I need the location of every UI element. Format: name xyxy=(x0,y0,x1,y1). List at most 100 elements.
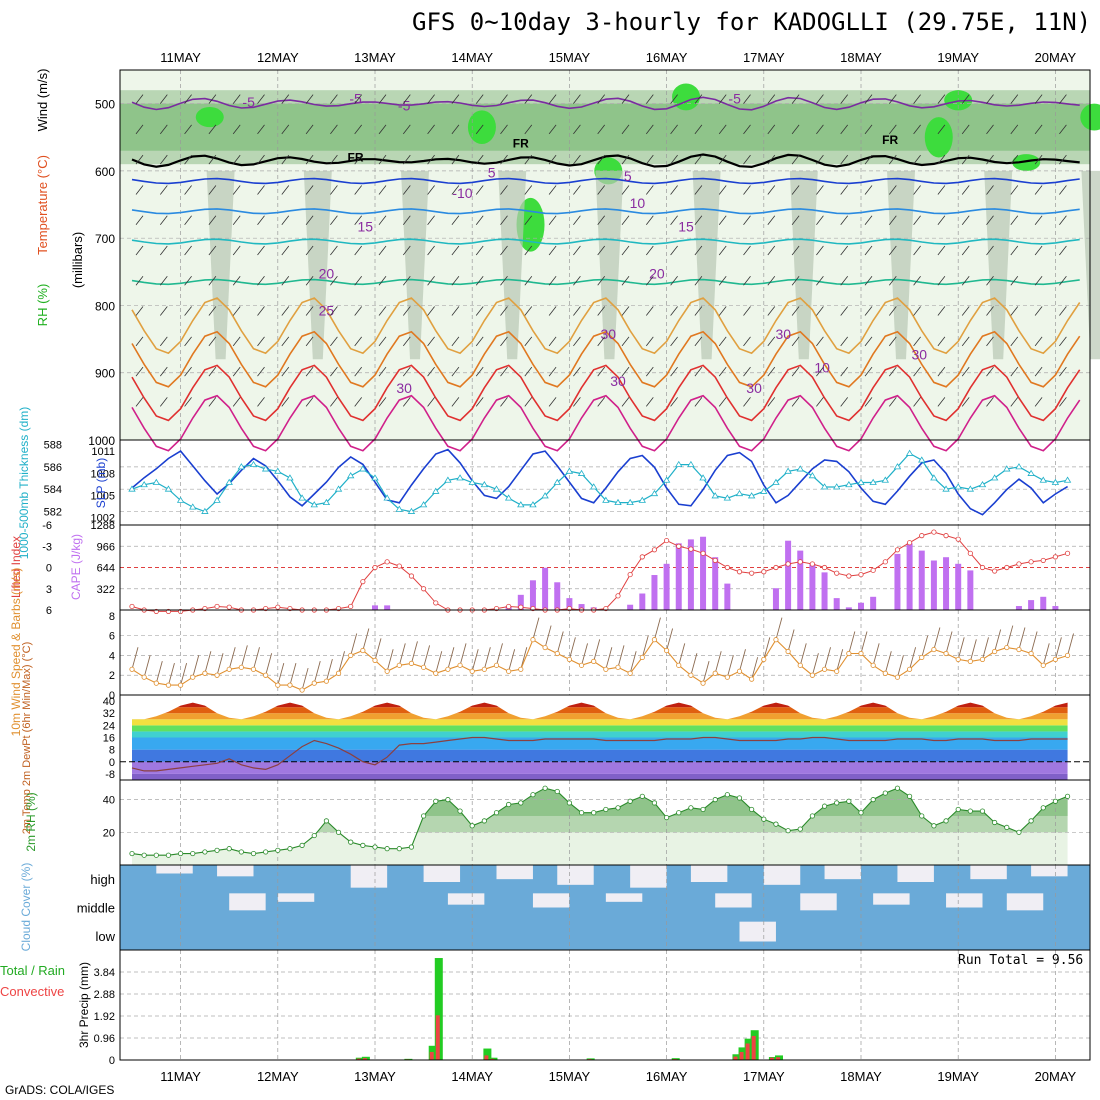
pressure-tick-label: 900 xyxy=(95,367,115,381)
cape-bar xyxy=(870,596,877,610)
wind-barb xyxy=(621,306,630,316)
cape-bar xyxy=(384,605,391,610)
lifted-index-line-marker xyxy=(639,554,645,560)
wind-barb xyxy=(888,397,897,407)
thickness-line-marker xyxy=(1015,463,1023,470)
wind-barb xyxy=(670,215,678,225)
wind-barb xyxy=(986,185,994,195)
wind-barb xyxy=(354,276,363,286)
wind-barb xyxy=(617,645,625,668)
cloud-gap xyxy=(715,893,752,908)
rh-line-marker xyxy=(433,798,439,804)
thickness-line-marker xyxy=(274,467,282,474)
wind-barb xyxy=(500,154,508,165)
wind-barb xyxy=(597,397,606,407)
date-tick-label: 15MAY xyxy=(549,50,591,65)
date-tick-label: 20MAY xyxy=(1035,1069,1077,1084)
wind-barb xyxy=(1059,397,1067,407)
wind-barb xyxy=(573,397,581,407)
thickness-line-marker xyxy=(225,478,233,485)
wind-barb xyxy=(961,124,970,135)
wind-speed-line-marker xyxy=(627,670,633,676)
wind-barb xyxy=(354,154,363,165)
cape-bar xyxy=(1040,596,1047,610)
wind-barb xyxy=(524,185,533,195)
wind-speed-line-marker xyxy=(226,666,232,672)
rh-line-marker xyxy=(615,805,621,811)
wind-barb xyxy=(694,154,703,165)
lifted-index-line-marker xyxy=(214,603,220,610)
isotherm-label: -5 xyxy=(728,91,741,107)
thickness-line-marker xyxy=(638,496,647,503)
precip-total-label: Total / Rain xyxy=(0,963,65,978)
wind-barb xyxy=(816,306,824,316)
t2m-band xyxy=(132,702,1068,708)
wind-speed-line-marker xyxy=(348,652,354,659)
wind-barb xyxy=(1018,627,1026,650)
wind-barb xyxy=(888,94,897,104)
wind-barb xyxy=(573,245,581,256)
wind-barb xyxy=(718,366,727,377)
lifted-index-line-marker xyxy=(773,564,779,571)
rh-line-marker xyxy=(736,795,743,801)
date-tick-label: 15MAY xyxy=(549,1069,591,1084)
wind-barb xyxy=(921,635,929,658)
wind-barb xyxy=(933,627,941,650)
thickness-line-marker xyxy=(189,503,197,510)
wind-barb xyxy=(1010,276,1019,286)
wind-barb xyxy=(1059,366,1067,377)
isotherm-label: 5 xyxy=(624,168,632,184)
precip-total-bar xyxy=(434,958,443,1060)
wind-barb xyxy=(767,366,776,377)
cape-bar xyxy=(517,594,524,610)
wind-barb xyxy=(573,336,581,347)
rh-line-marker xyxy=(323,818,329,824)
rh-line-marker xyxy=(700,806,706,813)
wind-barb xyxy=(313,661,321,684)
cloud-level-label: middle xyxy=(77,901,115,916)
wind-barb xyxy=(913,185,921,195)
thickness-line-marker xyxy=(407,507,416,514)
cape-tick-label: 322 xyxy=(97,584,115,596)
thickness-line-marker xyxy=(699,474,707,481)
wind-barb xyxy=(743,336,751,347)
wind-barb xyxy=(670,397,678,407)
rh-line-marker xyxy=(348,839,354,845)
wind-barb xyxy=(645,276,654,286)
wind-barb xyxy=(1059,276,1067,286)
wind-barb xyxy=(743,276,751,286)
credit-label: GrADS: COLA/IGES xyxy=(5,1083,115,1097)
wind-barb xyxy=(670,185,678,195)
wind-barb xyxy=(718,397,727,407)
wind-tick-label: 2 xyxy=(109,670,115,682)
precip-conv-bar xyxy=(484,1055,489,1060)
wind-barb xyxy=(208,336,217,347)
wind-barb xyxy=(645,366,654,377)
lifted-index-line-marker xyxy=(420,586,427,592)
wind-barb xyxy=(1034,215,1043,225)
wind-barb xyxy=(1010,124,1019,135)
wind-barb xyxy=(573,366,581,377)
wind-barb xyxy=(937,215,946,225)
wind-barb xyxy=(135,397,144,407)
cape-bar xyxy=(955,563,962,610)
wind-barb xyxy=(1034,154,1043,165)
wind-barb xyxy=(184,366,192,377)
wind-barb xyxy=(824,647,831,670)
wind-barb xyxy=(354,94,363,104)
isotherm-label: -5 xyxy=(242,94,255,110)
wind-barb xyxy=(232,94,241,104)
wind-barb xyxy=(232,397,241,407)
wind-speed-line-marker xyxy=(615,664,621,670)
wind-barb xyxy=(840,245,849,256)
wind-barb xyxy=(913,245,921,256)
wind-speed-line-marker xyxy=(834,668,840,674)
wind-barb xyxy=(621,185,630,195)
wind-barb xyxy=(840,185,849,195)
wind-barb xyxy=(961,185,970,195)
wind-barb xyxy=(330,397,338,407)
wind-barb xyxy=(629,651,637,674)
wind-barb xyxy=(860,631,868,654)
thickness-line-marker xyxy=(504,494,513,501)
cape-bar xyxy=(372,605,378,610)
